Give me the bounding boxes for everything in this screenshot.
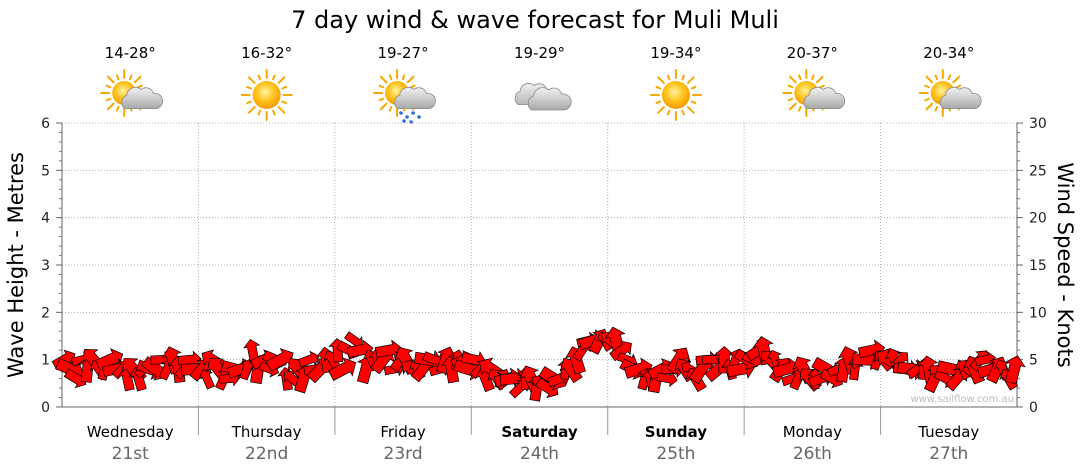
- right-tick-label: 25: [1029, 163, 1047, 179]
- left-tick-label: 1: [41, 353, 50, 369]
- left-tick-label: 0: [41, 400, 50, 416]
- wind-arrow: [327, 357, 357, 382]
- cloud-icon: [514, 83, 572, 111]
- day-date-label: 27th: [929, 444, 968, 464]
- right-tick-label: 0: [1029, 400, 1038, 416]
- right-tick-label: 10: [1029, 305, 1047, 321]
- day-name-label: Wednesday: [87, 423, 174, 441]
- day-date-label: 26th: [793, 444, 832, 464]
- wind-arrow: [656, 371, 678, 388]
- wind-arrow: [323, 350, 341, 371]
- right-tick-label: 30: [1029, 116, 1047, 132]
- day-temp-range: 19-29°: [514, 44, 565, 62]
- day-temp-range: 14-28°: [105, 44, 156, 62]
- sun-icon: [240, 69, 293, 121]
- right-tick-label: 20: [1029, 211, 1047, 227]
- day-date-label: 23rd: [384, 444, 423, 464]
- y-axis-left-title: Wave Height - Metres: [4, 152, 28, 378]
- day-date-label: 21st: [112, 444, 149, 464]
- day-temp-range: 20-37°: [787, 44, 838, 62]
- y-axis-right-title: Wind Speed - Knots: [1053, 162, 1077, 367]
- chart-title: 7 day wind & wave forecast for Muli Muli: [291, 6, 779, 34]
- watermark: www.sailflow.com.au: [910, 394, 1014, 405]
- day-name-label: Friday: [380, 423, 426, 441]
- partly-cloudy-icon: [782, 69, 846, 117]
- wind-arrow: [560, 357, 583, 384]
- day-name-label: Thursday: [231, 423, 302, 441]
- day-name-label: Sunday: [645, 423, 708, 441]
- day-date-label: 22nd: [245, 444, 288, 464]
- day-temp-range: 19-34°: [650, 44, 701, 62]
- left-tick-label: 4: [41, 211, 50, 227]
- day-temp-range: 19-27°: [378, 44, 429, 62]
- left-tick-label: 6: [41, 116, 50, 132]
- day-date-label: 24th: [520, 444, 559, 464]
- sun-icon: [649, 69, 702, 121]
- day-date-label: 25th: [656, 444, 695, 464]
- left-tick-label: 2: [41, 305, 50, 321]
- partly-cloudy-icon: [918, 69, 982, 117]
- partly-cloudy-icon: [100, 69, 163, 117]
- day-name-label: Monday: [783, 423, 842, 441]
- sun-rain-icon: [373, 69, 436, 124]
- right-tick-label: 15: [1029, 258, 1047, 274]
- right-tick-label: 5: [1029, 353, 1038, 369]
- wind-arrow-series: [51, 326, 1026, 402]
- day-name-label: Saturday: [501, 423, 578, 441]
- left-tick-label: 5: [41, 163, 50, 179]
- left-tick-label: 3: [41, 258, 50, 274]
- day-name-label: Tuesday: [917, 423, 979, 441]
- day-temp-range: 20-34°: [923, 44, 974, 62]
- day-temp-range: 16-32°: [241, 44, 292, 62]
- wind-arrow: [1004, 355, 1026, 385]
